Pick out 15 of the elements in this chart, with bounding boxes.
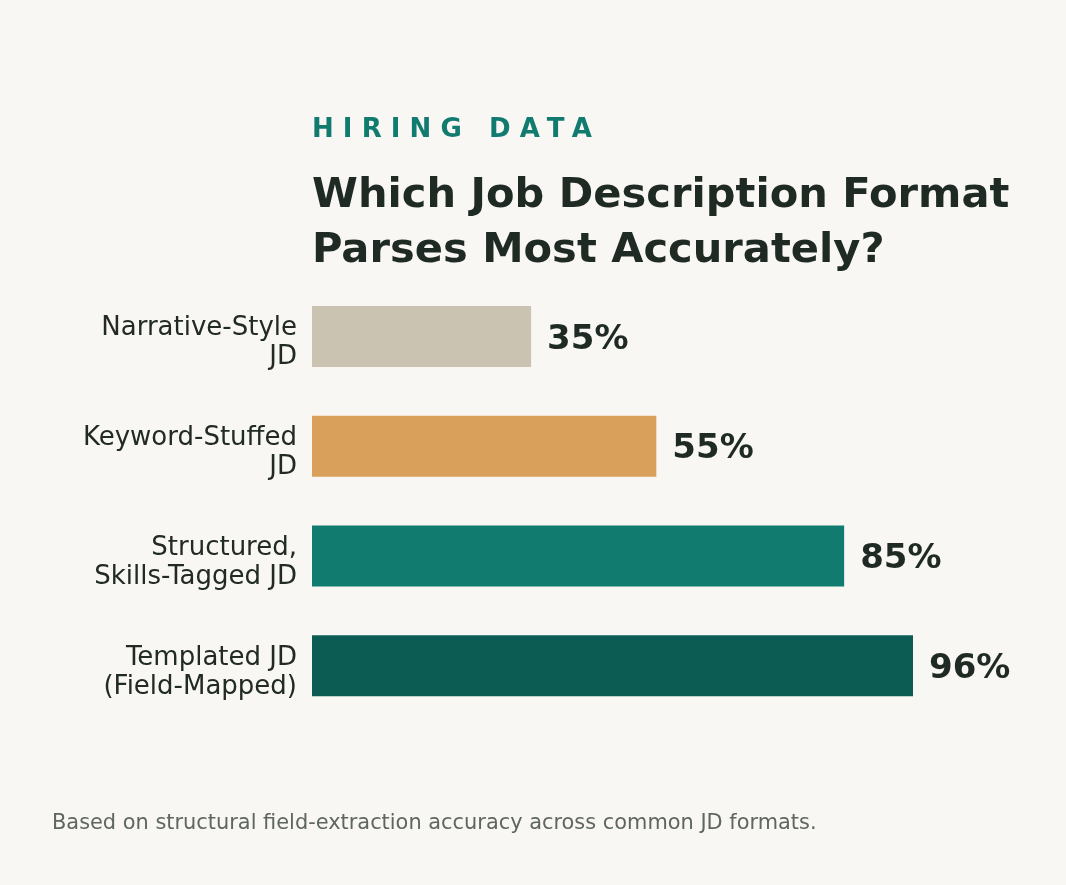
data-label: 55%: [672, 426, 754, 467]
data-label: 96%: [929, 645, 1011, 686]
y-tick-label: Keyword-Stuffed JD: [82, 421, 297, 481]
data-label: 35%: [547, 316, 629, 357]
bar: [312, 415, 657, 477]
bar: [312, 306, 532, 367]
y-tick-label: Narrative-Style JD: [101, 311, 297, 371]
bar: [312, 525, 845, 587]
y-tick-label: Templated JD (Field-Mapped): [103, 640, 297, 700]
chart-subtitle: HIRING DATA: [312, 113, 601, 143]
chart-title: Which Job Description Format Parses Most Accurately?: [312, 167, 1011, 274]
data-label: 85%: [860, 536, 942, 576]
text: Based on structural field-extraction accuracy across common JD formats.: [52, 810, 817, 834]
y-tick-label: Structured, Skills-Tagged JD: [94, 530, 297, 590]
bar: [312, 635, 913, 697]
